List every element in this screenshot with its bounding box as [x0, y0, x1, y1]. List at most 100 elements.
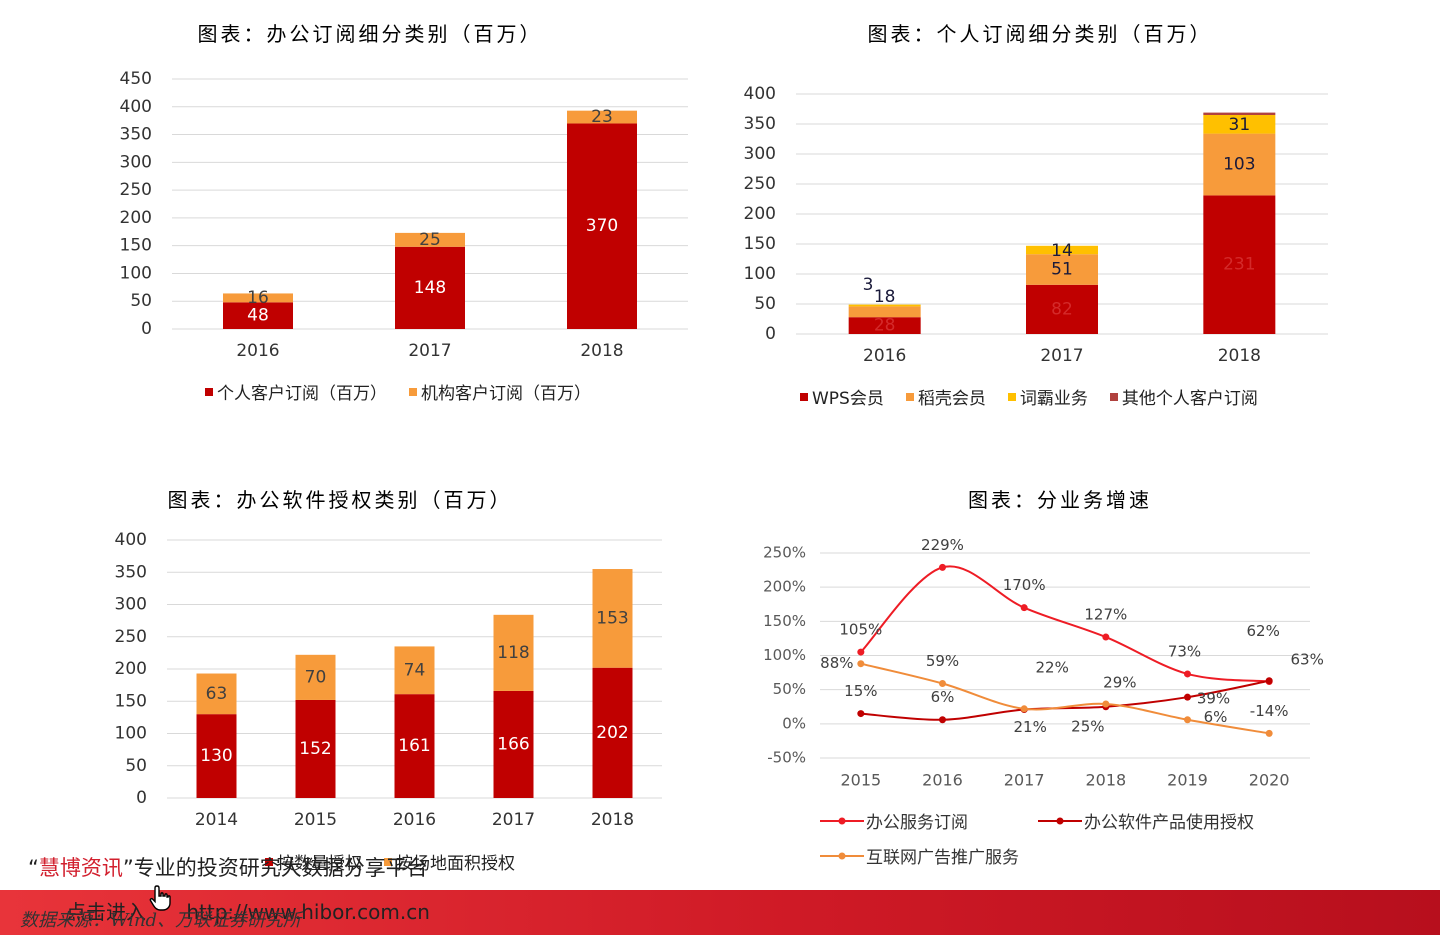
y-tick-label: 300 [744, 144, 776, 164]
y-tick-label: 50 [130, 291, 152, 311]
y-tick-label: 250 [120, 180, 152, 200]
watermark-slogan: “慧博资讯”专业的投资研究大数据分享平台 [28, 852, 428, 882]
watermark-quote-close: ” [122, 856, 134, 880]
bar-segment [223, 302, 293, 329]
bar-segment [1203, 112, 1276, 115]
x-tick-label: 2016 [863, 346, 906, 366]
bar-segment [848, 317, 921, 334]
data-label: 31 [1229, 115, 1251, 135]
data-label: 73% [1168, 642, 1201, 660]
watermark-quote-open: “ [28, 856, 39, 880]
legend-item: 按场地面积授权 [384, 849, 515, 874]
data-label: 15% [844, 682, 877, 700]
data-point [1020, 705, 1028, 713]
bar-segment [1026, 254, 1098, 285]
data-label: 21% [1013, 718, 1046, 736]
legend-item: 其他个人客户订阅 [1109, 384, 1258, 409]
chart2-title: 图表：个人订阅细分类别（百万） [867, 22, 1213, 46]
watermark-url[interactable]: http://www.hibor.com.cn [186, 900, 430, 924]
legend-swatch [409, 387, 417, 396]
bar-segment [1203, 133, 1276, 196]
bar-segment [1026, 284, 1098, 334]
x-tick-label: 2016 [922, 771, 963, 790]
license-type-panel: 图表：办公软件授权类别（百万） 0 50 100 150 200 250 300 350 400… [0, 450, 720, 890]
legend-label: 稻壳会员 [917, 389, 986, 409]
legend-swatch [905, 392, 914, 401]
bar-segment [196, 673, 237, 715]
legend-item: 稻壳会员 [905, 384, 986, 409]
x-tick-label: 2019 [1167, 771, 1208, 790]
legend-label: 办公软件产品使用授权 [1084, 813, 1254, 833]
y-tick-label: 350 [115, 562, 147, 582]
bar-segment [493, 614, 534, 691]
data-label: 51 [1051, 260, 1073, 280]
data-label: 202 [596, 723, 628, 743]
y-tick-label: 450 [120, 69, 152, 89]
y-tick-label: -50% [767, 749, 806, 767]
bar-segment [295, 654, 336, 700]
data-point [1102, 633, 1110, 641]
x-tick-label: 2017 [408, 341, 451, 361]
y-tick-label: 200 [744, 204, 776, 224]
watermark-enter[interactable]: 点击进入 [66, 900, 146, 924]
data-label: 16 [247, 288, 269, 308]
legend-label: 机构客户订阅（百万） [421, 384, 591, 404]
data-point [1102, 700, 1110, 708]
y-tick-label: 50 [125, 756, 147, 776]
bar-segment [295, 699, 336, 798]
data-label: 62% [1246, 622, 1279, 640]
data-label: -14% [1250, 702, 1289, 720]
bar-segment [567, 123, 637, 329]
x-tick-label: 2018 [1218, 346, 1261, 366]
chart3-legend: 按数量授权 按场地面积授权 [265, 849, 515, 874]
segment-growth-panel: 图表：分业务增速 -50% 0% 50% 100% 150% 200% 250% 2015 20… [720, 450, 1440, 890]
data-label: 130 [200, 746, 232, 766]
y-tick-label: 150 [120, 236, 152, 256]
x-tick-label: 2017 [492, 810, 535, 830]
data-point [939, 680, 946, 688]
y-tick-label: 400 [744, 84, 776, 104]
watermark-brand: 慧博资讯 [38, 856, 123, 880]
data-label: 370 [586, 216, 618, 236]
legend-item: WPS会员 [800, 384, 884, 409]
legend-label: 按场地面积授权 [396, 854, 515, 874]
watermark-link[interactable]: 点击进入 http://www.hibor.com.cn [66, 896, 430, 925]
x-tick-label: 2017 [1040, 346, 1083, 366]
data-label: 127% [1084, 606, 1127, 624]
y-tick-label: 50 [754, 294, 776, 314]
y-tick-label: 0 [141, 319, 152, 339]
bar-segment [1026, 245, 1098, 255]
legend-item: 办公软件产品使用授权 [1038, 808, 1254, 833]
data-label: 170% [1003, 576, 1046, 594]
legend-label: 办公服务订阅 [866, 813, 968, 833]
data-label: 25 [419, 230, 441, 250]
legend-marker [838, 852, 846, 859]
y-tick-label: 100% [763, 646, 806, 664]
data-label: 48 [247, 306, 269, 326]
legend-label: 个人客户订阅（百万） [217, 384, 387, 404]
y-tick-label: 0 [765, 324, 776, 344]
source-note: 数据来源：Wind、万联证券研究所 [20, 910, 302, 931]
data-label: 14 [1051, 241, 1073, 261]
legend-item: 按数量授权 [265, 849, 362, 874]
chart4-svg: -50% 0% 50% 100% 150% 200% 250% 2015 2016 2017 201… [763, 536, 1324, 790]
data-point [1184, 716, 1191, 724]
data-label: 39% [1197, 690, 1230, 708]
y-tick-label: 200 [120, 208, 152, 228]
y-tick-label: 350 [744, 114, 776, 134]
legend-item: 词霸业务 [1007, 384, 1088, 409]
x-tick-label: 2020 [1249, 771, 1290, 790]
legend-label: WPS会员 [812, 389, 884, 409]
legend-item: 办公服务订阅 [820, 808, 968, 833]
data-label: 18 [874, 287, 896, 307]
legend-label: 互联网广告推广服务 [866, 848, 1019, 868]
x-tick-label: 2015 [294, 810, 337, 830]
legend-line-marker [1038, 817, 1082, 824]
watermark-slogan-text: 专业的投资研究大数据分享平台 [133, 856, 428, 880]
y-tick-label: 400 [120, 97, 152, 117]
legend-swatch [384, 857, 392, 866]
legend-swatch [1007, 392, 1016, 401]
legend-item: 互联网广告推广服务 [820, 843, 1019, 868]
